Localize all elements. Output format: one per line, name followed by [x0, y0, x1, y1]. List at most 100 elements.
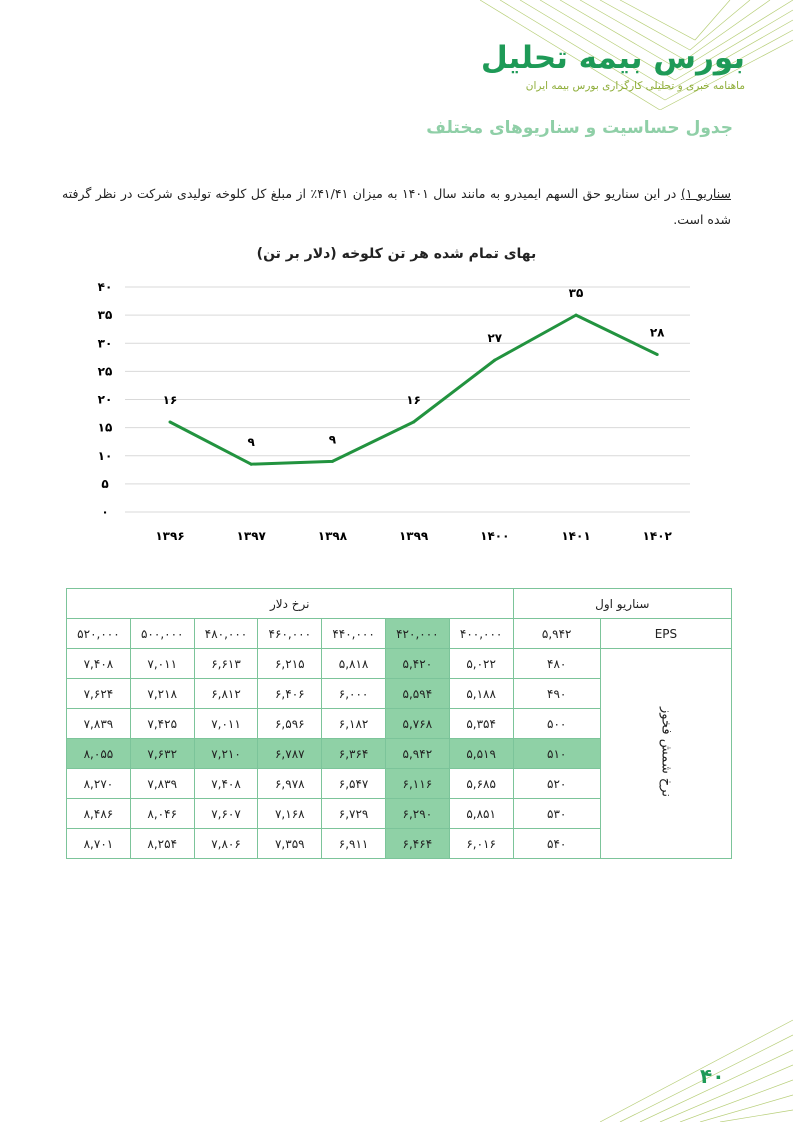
- dollar-rate: ۴۴۰,۰۰۰: [321, 618, 386, 649]
- x-tick-label: ۱۳۹۶: [155, 529, 184, 543]
- eps-cell: ۷,۲۱۰: [193, 738, 259, 769]
- row-group-label: نرخ شمش فخوز: [599, 648, 733, 859]
- eps-cell: ۸,۰۵۵: [66, 738, 131, 769]
- eps-cell: ۶,۷۸۷: [257, 738, 323, 769]
- eps-cell: ۶,۱۸۲: [321, 708, 386, 739]
- data-point: [249, 462, 253, 466]
- x-tick-label: ۱۳۹۸: [318, 529, 348, 543]
- dollar-rate: ۴۰۰,۰۰۰: [448, 618, 514, 649]
- chart-title: بهای تمام شده هر تن کلوخه (دلار بر تن): [256, 246, 537, 262]
- scenario-paragraph: سناریو ۱) در این سناریو حق السهم ایمیدرو…: [62, 181, 731, 233]
- y-tick-label: ۴۰: [98, 280, 113, 294]
- dollar-rate: ۴۶۰,۰۰۰: [257, 618, 323, 649]
- y-tick-label: ۱۰: [98, 449, 113, 463]
- eps-cell: ۶,۲۹۰: [384, 798, 450, 829]
- eps-cell: ۶,۳۶۴: [321, 738, 386, 769]
- eps-cell: ۶,۹۱۱: [321, 828, 386, 859]
- x-tick-label: ۱۴۰۰: [480, 529, 509, 543]
- data-point: [493, 358, 497, 362]
- eps-cell: ۶,۴۰۶: [257, 678, 323, 709]
- data-point: [574, 313, 578, 317]
- eps-cell: ۵,۴۲۰: [384, 648, 450, 679]
- eps-cell: ۶,۹۷۸: [257, 768, 323, 799]
- eps-cell: ۵,۳۵۴: [448, 708, 514, 739]
- y-tick-label: ۵: [101, 477, 108, 491]
- data-point: [412, 420, 416, 424]
- eps-cell: ۷,۴۰۸: [193, 768, 259, 799]
- eps-cell: ۸,۲۵۴: [129, 828, 195, 859]
- eps-cell: ۵,۹۴۲: [384, 738, 450, 769]
- y-tick-label: ۳۵: [98, 308, 113, 322]
- y-tick-label: ۳۰: [98, 336, 113, 350]
- table-eps-row: EPS ۵,۹۴۲ ۴۰۰,۰۰۰ ۴۲۰,۰۰۰ ۴۴۰,۰۰۰ ۴۶۰,۰۰۰ ۴۸۰,…: [66, 618, 733, 649]
- table-row: ۴۹۰ ۵,۱۸۸ ۵,۵۹۴ ۶,۰۰۰ ۶,۴۰۶ ۶,۸۱۲ ۷,۲۱۸ ۷,۶۲۴: [66, 678, 732, 709]
- eps-cell: ۷,۸۳۹: [129, 768, 195, 799]
- eps-cell: ۶,۶۱۳: [193, 648, 259, 679]
- table-row: ۵۱۰ ۵,۵۱۹ ۵,۹۴۲ ۶,۳۶۴ ۶,۷۸۷ ۷,۲۱۰ ۷,۶۳۲ ۸,۰۵۵: [66, 738, 732, 769]
- y-tick-label: ۲۵: [98, 364, 113, 378]
- x-tick-label: ۱۳۹۷: [237, 529, 267, 543]
- data-label: ۲۸: [650, 326, 665, 340]
- eps-cell: ۷,۴۰۸: [66, 648, 131, 679]
- table-row: ۵۳۰ ۵,۸۵۱ ۶,۲۹۰ ۶,۷۲۹ ۷,۱۶۸ ۷,۶۰۷ ۸,۰۴۶ ۸,۴۸۶: [66, 798, 732, 829]
- eps-cell: ۷,۸۳۹: [66, 708, 131, 739]
- x-tick-label: ۱۴۰۱: [561, 529, 590, 543]
- eps-cell: ۵,۰۲۲: [448, 648, 514, 679]
- dollar-rate: ۴۸۰,۰۰۰: [193, 618, 259, 649]
- dollar-rate: ۴۲۰,۰۰۰: [384, 618, 450, 649]
- bullion-rate: ۵۳۰: [512, 798, 601, 829]
- data-point: [168, 420, 172, 424]
- eps-cell: ۵,۶۸۵: [448, 768, 514, 799]
- scenario-body: در این سناریو حق السهم ایمیدرو به مانند …: [62, 186, 731, 227]
- row-group-label-text: نرخ شمش فخوز: [658, 706, 674, 798]
- y-tick-label: ۱۵: [98, 421, 113, 435]
- eps-cell: ۵,۵۱۹: [448, 738, 514, 769]
- eps-cell: ۷,۱۶۸: [257, 798, 323, 829]
- eps-cell: ۵,۸۵۱: [448, 798, 514, 829]
- eps-cell: ۵,۸۱۸: [321, 648, 386, 679]
- eps-cell: ۵,۷۶۸: [384, 708, 450, 739]
- eps-cell: ۶,۰۱۶: [448, 828, 514, 859]
- eps-cell: ۶,۴۶۴: [384, 828, 450, 859]
- scenario-lead: سناریو ۱): [680, 186, 731, 201]
- eps-cell: ۵,۵۹۴: [384, 678, 450, 709]
- dollar-rate-label: نرخ دلار: [66, 588, 514, 619]
- data-label: ۹: [329, 432, 337, 446]
- data-point: [655, 353, 659, 356]
- y-tick-label: ۲۰: [98, 393, 113, 407]
- eps-cell: ۷,۲۱۸: [129, 678, 195, 709]
- bullion-rate: ۴۹۰: [512, 678, 601, 709]
- eps-value: ۵,۹۴۲: [512, 618, 601, 649]
- page-number: ۴۰: [700, 1064, 725, 1088]
- data-point: [330, 459, 334, 463]
- bullion-rate: ۴۸۰: [512, 648, 601, 679]
- y-tick-label: ۰: [101, 505, 108, 519]
- brand-logo: بورس بیمه تحلیل ماهنامه خبری و تحلیلی کا…: [481, 38, 745, 92]
- x-tick-label: ۱۳۹۹: [399, 529, 429, 543]
- data-label: ۲۷: [487, 331, 502, 345]
- eps-cell: ۶,۵۴۷: [321, 768, 386, 799]
- series-line: [169, 313, 658, 466]
- decorative-lines-top: [480, 0, 793, 110]
- brand-subtitle: ماهنامه خبری و تحلیلی کارگزاری بورس بیمه…: [525, 80, 745, 92]
- bullion-rate: ۵۴۰: [512, 828, 601, 859]
- line-chart: ۰ ۵ ۱۰ ۱۵ ۲۰ ۲۵ ۳۰ ۳۵ ۴۰ ۱۳۹۶ ۱۳۹۷ ۱۳۹۸ ۱۳۹۹ ۱۴۰۰ ۱۴۰۱…: [98, 280, 690, 543]
- table-header-row: سناریو اول نرخ دلار: [66, 588, 733, 619]
- eps-cell: ۷,۸۰۶: [193, 828, 259, 859]
- data-label: ۳۵: [569, 286, 584, 300]
- eps-cell: ۵,۱۸۸: [448, 678, 514, 709]
- eps-cell: ۷,۶۳۲: [129, 738, 195, 769]
- sensitivity-table: سناریو اول نرخ دلار EPS ۵,۹۴۲ ۴۰۰,۰۰۰ ۴۲۰,۰۰۰…: [66, 588, 733, 859]
- eps-cell: ۷,۰۱۱: [193, 708, 259, 739]
- eps-cell: ۷,۴۲۵: [129, 708, 195, 739]
- eps-label: EPS: [599, 618, 733, 649]
- eps-cell: ۶,۸۱۲: [193, 678, 259, 709]
- bullion-rate: ۵۰۰: [512, 708, 601, 739]
- eps-cell: ۶,۵۹۶: [257, 708, 323, 739]
- data-label: ۱۶: [163, 393, 178, 407]
- table-row: ۵۴۰ ۶,۰۱۶ ۶,۴۶۴ ۶,۹۱۱ ۷,۳۵۹ ۷,۸۰۶ ۸,۲۵۴ ۸,۷۰۱: [66, 828, 732, 859]
- brand-title: بورس بیمه تحلیل: [480, 40, 745, 76]
- dollar-rate: ۵۰۰,۰۰۰: [129, 618, 195, 649]
- eps-cell: ۶,۲۱۵: [257, 648, 323, 679]
- bullion-rate: ۵۲۰: [512, 768, 601, 799]
